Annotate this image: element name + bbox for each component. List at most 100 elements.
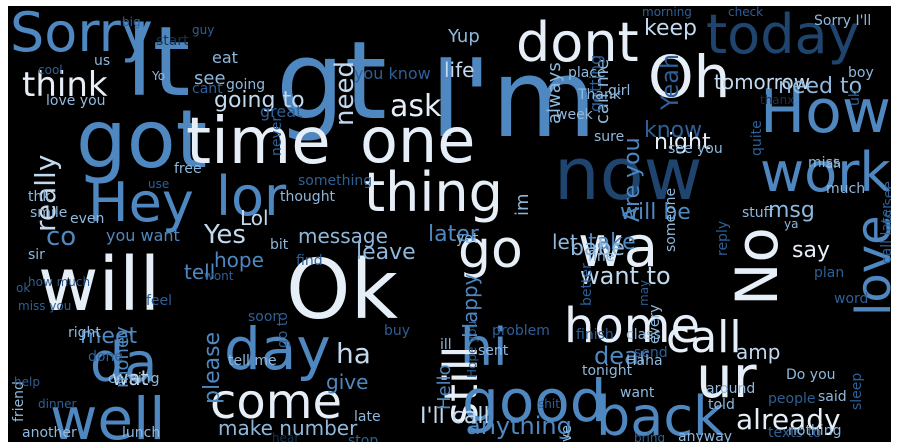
word-start: start <box>156 33 189 49</box>
word-sorry: Sorry <box>10 6 153 64</box>
word-want: want <box>620 385 655 401</box>
word-work: work <box>760 141 891 204</box>
word-ok: ok <box>16 281 31 295</box>
word-time: time <box>186 105 331 179</box>
word-place: place <box>568 65 606 81</box>
word-around: around <box>706 381 756 397</box>
word-cloud: Sorry lt gt I'm today dont Oh How got time one now w… <box>8 6 891 442</box>
word-soon: soon <box>248 309 282 325</box>
word-sure: sure <box>594 129 625 145</box>
word-home: home <box>564 298 701 354</box>
word-msg: msg <box>768 198 815 223</box>
word-great: great <box>260 102 303 121</box>
word-meet: meet <box>80 324 138 349</box>
word-stuff: stuff <box>742 205 774 221</box>
word-smile: smile <box>30 205 68 221</box>
word-love-you: love you <box>46 93 106 109</box>
word-bring: bring <box>634 431 666 442</box>
word-ask: ask <box>390 89 442 124</box>
word-gt: gt <box>276 19 387 144</box>
word-girl: girl <box>608 83 631 99</box>
word-shit: shit <box>538 397 560 411</box>
word-texts-to: texts to <box>768 425 822 441</box>
word-told: told <box>708 397 735 413</box>
word-come: come <box>210 374 343 430</box>
word-know: know <box>644 118 703 143</box>
word-find: find <box>296 253 323 269</box>
word-tell: tell <box>184 260 216 284</box>
word-later: later <box>428 222 479 247</box>
word-thought: thought <box>280 189 336 205</box>
word-let: let <box>552 230 578 254</box>
word-problem: problem <box>492 323 550 339</box>
word-miss: miss <box>808 155 841 171</box>
word-class: class <box>626 327 661 343</box>
word-wont: wont <box>204 269 234 283</box>
word-yo: Yo <box>152 69 166 83</box>
word-much: much <box>826 181 866 197</box>
word-yes: Yes <box>204 220 246 250</box>
word-ha: ha <box>336 337 371 370</box>
word-how: How <box>760 77 891 147</box>
word-fine: fine <box>588 249 615 265</box>
word-ya: ya <box>784 217 799 231</box>
word-quite: quite <box>749 120 765 156</box>
word-people: people <box>768 391 816 407</box>
word-make-number: make number <box>218 416 358 440</box>
word-nothing: nothing <box>788 423 842 439</box>
word-reply: reply <box>715 220 731 256</box>
word-sorry-i-ll: Sorry I'll <box>814 13 872 29</box>
word-going-to: going to <box>214 88 305 113</box>
word-call: call <box>666 312 742 363</box>
word-amp: amp <box>736 340 781 364</box>
word-coming: coming <box>108 371 160 387</box>
word-anything: anything <box>466 412 572 440</box>
word-said: said <box>818 389 847 405</box>
word-i-m: I'm <box>430 37 597 162</box>
word-life: life <box>444 58 475 82</box>
word-feel: feel <box>146 293 173 309</box>
word-hope: hope <box>214 248 264 272</box>
word-hello: Hello <box>434 364 455 410</box>
word-right: right <box>68 325 101 341</box>
word-finish: finish <box>576 327 614 343</box>
word-thank: Thank <box>578 87 621 103</box>
word-ill: ill <box>440 337 452 353</box>
word-dear: dear <box>594 342 649 370</box>
word-give: give <box>326 370 369 394</box>
word-tell-me: tell me <box>228 353 277 369</box>
word-wa: wa <box>578 215 659 280</box>
word-yup: Yup <box>448 26 480 47</box>
word-will-be: will be <box>620 200 691 225</box>
word-week: week <box>556 107 593 123</box>
word-tonight: tonight <box>582 363 633 379</box>
word-something: something <box>298 173 373 189</box>
word-how-much: how much <box>28 275 91 289</box>
word-please: please <box>200 331 225 404</box>
word-plan: plan <box>814 265 845 281</box>
word-da: da <box>90 331 158 394</box>
word-will: will <box>38 242 161 328</box>
word-cool: cool <box>38 63 63 77</box>
word-one: one <box>360 104 476 177</box>
word-go: go <box>458 220 523 280</box>
word-co: co <box>46 222 77 252</box>
word-word: word <box>834 291 869 307</box>
word-lt: lt <box>126 6 191 118</box>
word-got: got <box>76 93 208 186</box>
word-done: done <box>88 349 123 365</box>
word-you-want: you want <box>106 226 180 245</box>
word-stop: stop <box>348 433 379 442</box>
word-sir: sir <box>28 247 45 263</box>
word-yet: yet <box>456 231 479 247</box>
word-never: never <box>269 115 285 156</box>
word-today: today <box>706 6 860 66</box>
word-better: better <box>579 263 595 306</box>
word-you-know: you know <box>354 64 431 83</box>
word-see-you: see you <box>668 141 723 157</box>
word-oh: Oh <box>648 43 731 111</box>
word-hear: hear <box>272 431 300 442</box>
word-i-ve: I've <box>559 425 575 442</box>
word-well: well <box>50 385 166 442</box>
